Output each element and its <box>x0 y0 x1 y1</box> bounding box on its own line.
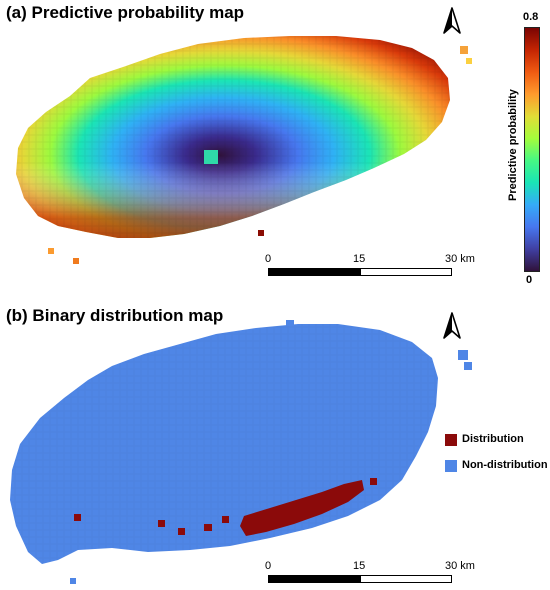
scale-segment-white <box>360 268 452 276</box>
panel-a-title: (a) Predictive probability map <box>6 3 245 22</box>
legend-swatch-distribution <box>445 434 457 446</box>
north-arrow-icon <box>443 312 461 339</box>
scale-label-30: 30 km <box>445 253 475 265</box>
legend-label-non-distribution: Non-distribution <box>462 459 548 471</box>
scale-label-30: 30 km <box>445 560 475 572</box>
north-arrow-icon <box>443 7 461 34</box>
colorbar <box>524 27 540 272</box>
scale-bar-b: 0 15 30 km <box>265 560 475 590</box>
panel-b-title: (b) Binary distribution map <box>6 306 224 325</box>
scale-segment-black <box>268 268 361 276</box>
colorbar-min-label: 0 <box>526 274 533 286</box>
predictive-probability-map <box>16 36 472 264</box>
legend-swatch-non-distribution <box>445 460 457 472</box>
scale-label-0: 0 <box>265 253 272 265</box>
scale-label-15: 15 <box>353 253 366 265</box>
scale-label-15: 15 <box>353 560 366 572</box>
colorbar-title: Predictive probability <box>507 89 519 201</box>
colorbar-max-label: 0.8 <box>523 11 539 23</box>
scale-label-0: 0 <box>265 560 272 572</box>
binary-distribution-map <box>10 320 472 584</box>
scale-bar-a: 0 15 30 km <box>265 253 475 283</box>
legend-label-distribution: Distribution <box>462 433 524 445</box>
scale-segment-black <box>268 575 361 583</box>
scale-segment-white <box>360 575 452 583</box>
